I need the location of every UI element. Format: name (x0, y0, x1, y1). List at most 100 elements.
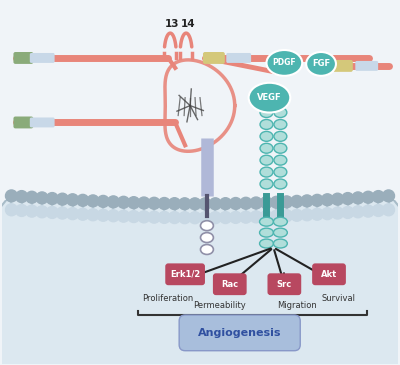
Ellipse shape (200, 221, 213, 231)
Ellipse shape (274, 96, 287, 105)
Circle shape (168, 198, 180, 210)
Circle shape (270, 196, 282, 208)
Circle shape (291, 195, 303, 207)
Circle shape (281, 210, 292, 222)
Circle shape (118, 196, 130, 208)
Circle shape (260, 197, 272, 209)
Circle shape (311, 208, 323, 220)
Ellipse shape (274, 217, 287, 226)
FancyBboxPatch shape (213, 273, 247, 295)
Circle shape (372, 191, 384, 203)
Ellipse shape (260, 155, 273, 165)
Ellipse shape (274, 228, 287, 237)
Circle shape (230, 197, 242, 210)
Circle shape (230, 211, 242, 223)
Circle shape (270, 210, 282, 222)
Ellipse shape (274, 108, 287, 118)
Circle shape (16, 191, 28, 203)
Ellipse shape (260, 217, 274, 226)
Ellipse shape (266, 50, 302, 76)
Circle shape (240, 211, 252, 223)
FancyBboxPatch shape (203, 52, 225, 64)
Circle shape (199, 198, 211, 210)
Ellipse shape (306, 52, 336, 76)
FancyBboxPatch shape (355, 61, 378, 71)
Circle shape (199, 212, 211, 224)
Circle shape (6, 190, 18, 202)
Ellipse shape (260, 96, 273, 105)
Circle shape (179, 212, 191, 224)
Ellipse shape (274, 167, 287, 177)
Text: Angiogenesis: Angiogenesis (198, 328, 282, 338)
Circle shape (67, 208, 78, 220)
Bar (2, 1, 398, 200)
Circle shape (311, 195, 323, 206)
Circle shape (46, 207, 58, 218)
Circle shape (138, 197, 150, 209)
Text: 14: 14 (181, 19, 196, 29)
Circle shape (250, 211, 262, 223)
FancyBboxPatch shape (30, 118, 55, 127)
Ellipse shape (260, 143, 273, 153)
Ellipse shape (274, 179, 287, 189)
Ellipse shape (249, 83, 290, 112)
Ellipse shape (260, 167, 273, 177)
Circle shape (26, 191, 38, 203)
FancyBboxPatch shape (268, 273, 301, 295)
Circle shape (220, 198, 232, 210)
Circle shape (342, 207, 354, 218)
Text: Akt: Akt (321, 270, 337, 279)
Circle shape (26, 205, 38, 217)
Circle shape (128, 197, 140, 209)
Ellipse shape (260, 228, 274, 237)
Circle shape (372, 204, 384, 216)
Circle shape (77, 208, 89, 220)
Ellipse shape (260, 131, 273, 141)
Circle shape (281, 196, 292, 208)
Circle shape (148, 197, 160, 209)
Circle shape (352, 206, 364, 218)
Circle shape (36, 192, 48, 204)
Circle shape (189, 198, 201, 210)
Ellipse shape (260, 108, 273, 118)
Circle shape (322, 194, 333, 206)
Text: Proliferation: Proliferation (143, 294, 194, 303)
Circle shape (240, 197, 252, 209)
Circle shape (77, 195, 89, 206)
Circle shape (322, 208, 333, 220)
Text: Src: Src (277, 280, 292, 289)
Circle shape (36, 206, 48, 218)
Circle shape (138, 211, 150, 223)
Circle shape (56, 207, 68, 219)
Ellipse shape (274, 143, 287, 153)
Text: Permeability: Permeability (194, 301, 246, 310)
Text: 13: 13 (165, 19, 180, 29)
Circle shape (301, 195, 313, 207)
Circle shape (220, 212, 232, 223)
FancyBboxPatch shape (30, 53, 55, 63)
Circle shape (6, 204, 18, 216)
Circle shape (118, 210, 130, 222)
Text: PDGF: PDGF (272, 58, 296, 68)
Circle shape (148, 211, 160, 223)
Circle shape (67, 194, 78, 206)
Text: VEGF: VEGF (257, 93, 282, 102)
Ellipse shape (200, 245, 213, 254)
Circle shape (108, 196, 119, 208)
Circle shape (46, 193, 58, 204)
FancyBboxPatch shape (165, 264, 205, 285)
Circle shape (362, 191, 374, 203)
FancyBboxPatch shape (226, 53, 251, 63)
Circle shape (168, 212, 180, 223)
Ellipse shape (274, 155, 287, 165)
Ellipse shape (0, 120, 400, 365)
FancyBboxPatch shape (14, 116, 33, 128)
Ellipse shape (274, 131, 287, 141)
Circle shape (301, 209, 313, 221)
Circle shape (97, 195, 109, 207)
Circle shape (382, 204, 394, 216)
Circle shape (87, 209, 99, 221)
Circle shape (332, 193, 344, 205)
Circle shape (332, 207, 344, 219)
Ellipse shape (260, 179, 273, 189)
